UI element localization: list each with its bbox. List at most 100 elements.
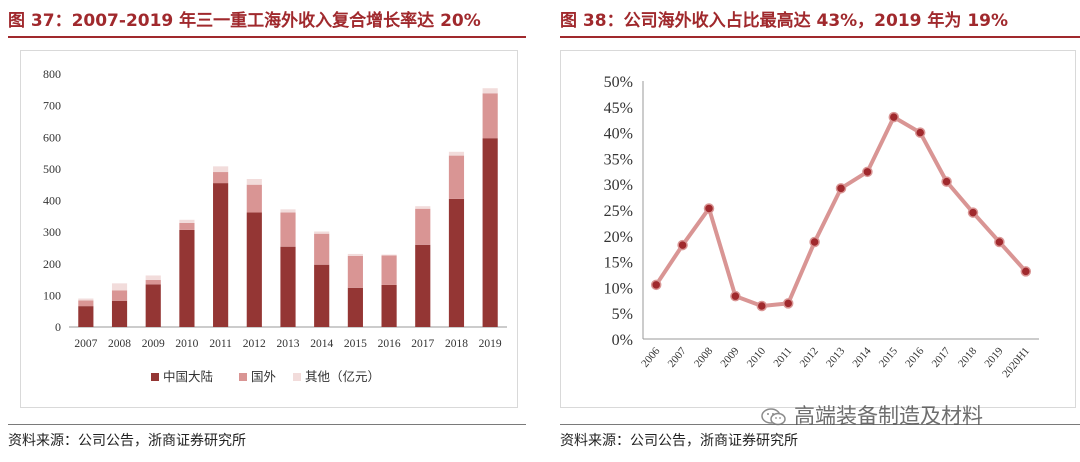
data-point: [863, 167, 872, 176]
bar-segment: [247, 179, 262, 185]
bar-segment: [146, 280, 161, 284]
left-title-rule: [8, 36, 526, 38]
x-tick-label: 2011: [209, 338, 232, 350]
data-point: [1021, 267, 1030, 276]
right-source-note: 资料来源：公司公告，浙商证券研究所: [560, 430, 798, 450]
bar-segment: [146, 284, 161, 327]
bar-segment: [314, 265, 329, 327]
x-tick-label: 2015: [877, 345, 901, 370]
bar-segment: [381, 255, 396, 256]
bar-segment: [314, 234, 329, 265]
y-tick-label: 400: [43, 194, 61, 208]
x-tick-label: 2009: [718, 345, 742, 370]
x-tick-label: 2006: [639, 345, 663, 370]
left-source-note: 资料来源：公司公告，浙商证券研究所: [8, 430, 246, 450]
y-tick-label: 40%: [604, 126, 633, 143]
y-tick-label: 15%: [604, 255, 633, 272]
legend-swatch: [239, 373, 247, 381]
data-point: [837, 184, 846, 193]
x-tick-label: 2015: [344, 338, 367, 350]
x-tick-label: 2017: [930, 345, 954, 370]
x-tick-label: 2016: [903, 345, 927, 370]
watermark-text: 高端装备制造及材料: [794, 404, 983, 428]
bar-segment: [449, 156, 464, 199]
y-tick-label: 500: [43, 162, 61, 176]
legend-swatch: [293, 373, 301, 381]
left-figure-title: 图 37：2007-2019 年三一重工海外收入复合增长率达 20%: [8, 6, 481, 31]
x-tick-label: 2019: [982, 345, 1006, 370]
bar-segment: [483, 93, 498, 138]
wechat-icon: [760, 407, 788, 427]
legend-label: 其他（亿元）: [305, 369, 380, 384]
x-tick-label: 2009: [142, 338, 165, 350]
right-title-rule: [560, 36, 1080, 38]
x-tick-label: 2020H1: [1000, 345, 1032, 380]
y-tick-label: 0%: [612, 332, 633, 349]
bar-segment: [146, 275, 161, 279]
y-tick-label: 0: [55, 320, 61, 334]
data-point: [757, 301, 766, 310]
y-tick-label: 45%: [604, 100, 633, 117]
bar-segment: [314, 231, 329, 233]
data-point: [969, 208, 978, 217]
bar-segment: [247, 185, 262, 213]
x-tick-label: 2016: [378, 338, 401, 350]
y-tick-label: 25%: [604, 203, 633, 220]
bar-chart: 0100200300400500600700800200720082009201…: [21, 51, 517, 407]
x-tick-label: 2019: [479, 338, 502, 350]
bar-segment: [280, 209, 295, 212]
bar-segment: [381, 256, 396, 285]
bar-segment: [213, 172, 228, 183]
bar-segment: [415, 209, 430, 245]
bar-chart-box: 0100200300400500600700800200720082009201…: [20, 50, 518, 408]
data-point: [731, 292, 740, 301]
left-source-rule: [8, 424, 526, 425]
y-tick-label: 35%: [604, 151, 633, 168]
watermark: 高端装备制造及材料: [760, 400, 983, 430]
x-tick-label: 2010: [175, 338, 198, 350]
y-tick-label: 20%: [604, 229, 633, 246]
bar-segment: [247, 213, 262, 327]
bar-segment: [112, 283, 127, 290]
x-tick-label: 2007: [74, 338, 97, 350]
right-figure-panel: 图 38：公司海外收入占比最高达 43%，2019 年为 19% 0% 5% 10%…: [552, 0, 1080, 462]
bar-segment: [112, 301, 127, 327]
bar-segment: [348, 256, 363, 288]
y-tick-label: 5%: [612, 306, 633, 323]
line-chart: 0%5%10%15%20%25%30%35%40%45%50%200620072…: [561, 51, 1075, 407]
legend-label: 中国大陆: [163, 369, 213, 384]
data-point: [784, 299, 793, 308]
bar-segment: [483, 88, 498, 93]
bar-segment: [280, 213, 295, 247]
data-point: [678, 241, 687, 250]
y-tick-label: 200: [43, 257, 61, 271]
bar-segment: [78, 306, 93, 327]
data-point: [652, 280, 661, 289]
bar-segment: [415, 245, 430, 327]
x-tick-label: 2011: [771, 345, 794, 369]
bar-segment: [483, 138, 498, 327]
y-tick-label: 10%: [604, 280, 633, 297]
bar-segment: [179, 220, 194, 223]
legend-label: 国外: [251, 369, 277, 384]
data-point: [705, 204, 714, 213]
bar-segment: [280, 247, 295, 327]
x-tick-label: 2018: [956, 345, 980, 370]
bar-segment: [78, 299, 93, 301]
y-tick-label: 700: [43, 99, 61, 113]
bar-segment: [348, 288, 363, 327]
bar-segment: [179, 230, 194, 327]
line-chart-box: 0%5%10%15%20%25%30%35%40%45%50%200620072…: [560, 50, 1076, 408]
y-tick-label: 600: [43, 130, 61, 144]
bar-segment: [213, 183, 228, 327]
x-tick-label: 2012: [243, 338, 266, 350]
y-tick-label: 800: [43, 67, 61, 81]
x-tick-label: 2007: [666, 345, 690, 370]
data-point: [942, 177, 951, 186]
right-figure-title: 图 38：公司海外收入占比最高达 43%，2019 年为 19%: [560, 6, 1008, 31]
bar-segment: [381, 285, 396, 327]
bar-segment: [213, 166, 228, 172]
x-tick-label: 2013: [277, 338, 300, 350]
x-tick-label: 2018: [445, 338, 468, 350]
bar-segment: [179, 223, 194, 230]
